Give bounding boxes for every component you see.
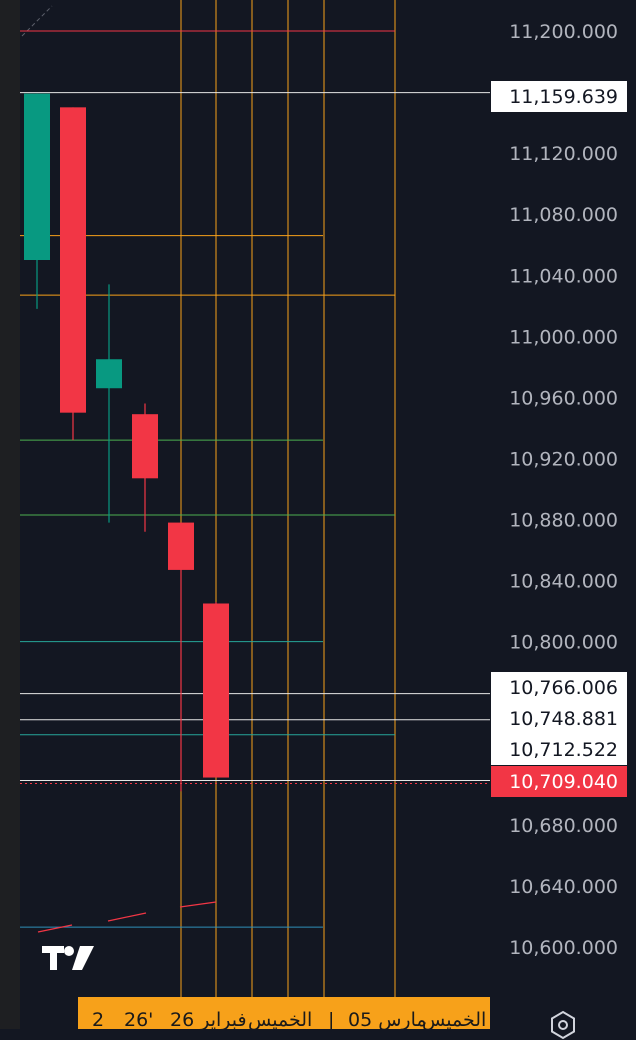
time-label: فبراير 26 <box>170 1009 247 1029</box>
price-badge <box>491 734 627 765</box>
trend-line-red <box>37 924 73 933</box>
price-badge <box>491 703 627 734</box>
y-tick-label: 11,120.000 <box>509 143 618 165</box>
price-badge <box>491 672 627 703</box>
price-badge-label: 10,748.881 <box>509 708 618 730</box>
y-tick-label: 11,200.000 <box>509 21 618 43</box>
drawings <box>37 901 217 933</box>
price-badge-label: 10,766.006 <box>509 677 618 699</box>
horizontal-lines <box>20 30 490 928</box>
time-label: الخميس <box>422 1009 487 1029</box>
candle-body <box>132 414 158 479</box>
trend-line-red <box>107 912 147 922</box>
candles <box>24 93 229 792</box>
price-badges: 11,159.639 10,766.006 10,748.881 10,712.522… <box>491 81 627 797</box>
price-badge <box>491 81 627 112</box>
y-tick-label: 10,880.000 <box>509 510 618 532</box>
y-tick-label: 10,680.000 <box>509 815 618 837</box>
tradingview-logo <box>42 946 94 970</box>
y-tick-label: 11,000.000 <box>509 326 618 348</box>
candle-body <box>203 603 229 778</box>
time-axis-strip[interactable]: 2 26' فبراير 26 الخميس | مارس 05 الخميس <box>78 997 490 1029</box>
y-tick-label: 11,040.000 <box>509 265 618 287</box>
gear-icon[interactable] <box>548 1010 578 1040</box>
y-tick-label: 10,960.000 <box>509 387 618 409</box>
y-tick-label: 10,840.000 <box>509 571 618 593</box>
trend-line-red <box>179 901 217 908</box>
candle-body <box>96 359 122 389</box>
y-tick-label: 10,920.000 <box>509 448 618 470</box>
time-label: | <box>328 1009 335 1029</box>
y-tick-label: 10,800.000 <box>509 632 618 654</box>
price-badge <box>491 766 627 797</box>
time-label: مارس 05 <box>348 1009 427 1029</box>
y-tick-label: 10,600.000 <box>509 937 618 959</box>
time-label: 2 <box>92 1009 105 1029</box>
left-panel-edge <box>0 0 20 1029</box>
y-tick-label: 11,080.000 <box>509 204 618 226</box>
time-label: 26' <box>124 1009 154 1029</box>
candle-body <box>168 522 194 570</box>
candle-body <box>24 93 50 261</box>
price-badge-label: 10,712.522 <box>509 739 618 761</box>
y-tick-label: 10,640.000 <box>509 876 618 898</box>
time-label: الخميس <box>248 1009 313 1029</box>
candle-body <box>60 107 86 413</box>
price-badge-label: 11,159.639 <box>509 86 618 108</box>
price-axis[interactable]: 11,200.000 11,120.000 11,080.000 11,040.000… <box>509 21 618 959</box>
vertical-lines <box>180 0 396 997</box>
price-badge-label: 10,709.040 <box>509 771 618 793</box>
